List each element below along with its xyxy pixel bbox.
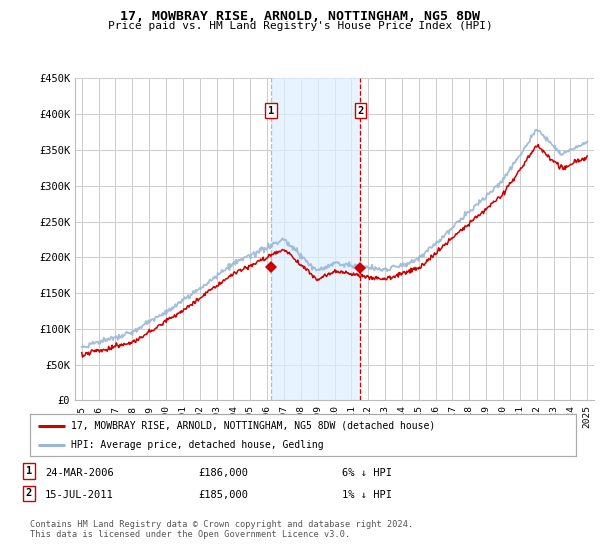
Text: 17, MOWBRAY RISE, ARNOLD, NOTTINGHAM, NG5 8DW (detached house): 17, MOWBRAY RISE, ARNOLD, NOTTINGHAM, NG… xyxy=(71,421,435,431)
Text: 2: 2 xyxy=(26,488,32,498)
Text: Price paid vs. HM Land Registry's House Price Index (HPI): Price paid vs. HM Land Registry's House … xyxy=(107,21,493,31)
Text: HPI: Average price, detached house, Gedling: HPI: Average price, detached house, Gedl… xyxy=(71,440,323,450)
Text: 6% ↓ HPI: 6% ↓ HPI xyxy=(342,468,392,478)
Text: £185,000: £185,000 xyxy=(198,490,248,500)
Text: 1: 1 xyxy=(268,106,274,115)
Text: 1% ↓ HPI: 1% ↓ HPI xyxy=(342,490,392,500)
Text: 24-MAR-2006: 24-MAR-2006 xyxy=(45,468,114,478)
Text: £186,000: £186,000 xyxy=(198,468,248,478)
Text: 1: 1 xyxy=(26,466,32,476)
Text: 15-JUL-2011: 15-JUL-2011 xyxy=(45,490,114,500)
Text: Contains HM Land Registry data © Crown copyright and database right 2024.
This d: Contains HM Land Registry data © Crown c… xyxy=(30,520,413,539)
Text: 2: 2 xyxy=(358,106,364,115)
Text: 17, MOWBRAY RISE, ARNOLD, NOTTINGHAM, NG5 8DW: 17, MOWBRAY RISE, ARNOLD, NOTTINGHAM, NG… xyxy=(120,10,480,23)
